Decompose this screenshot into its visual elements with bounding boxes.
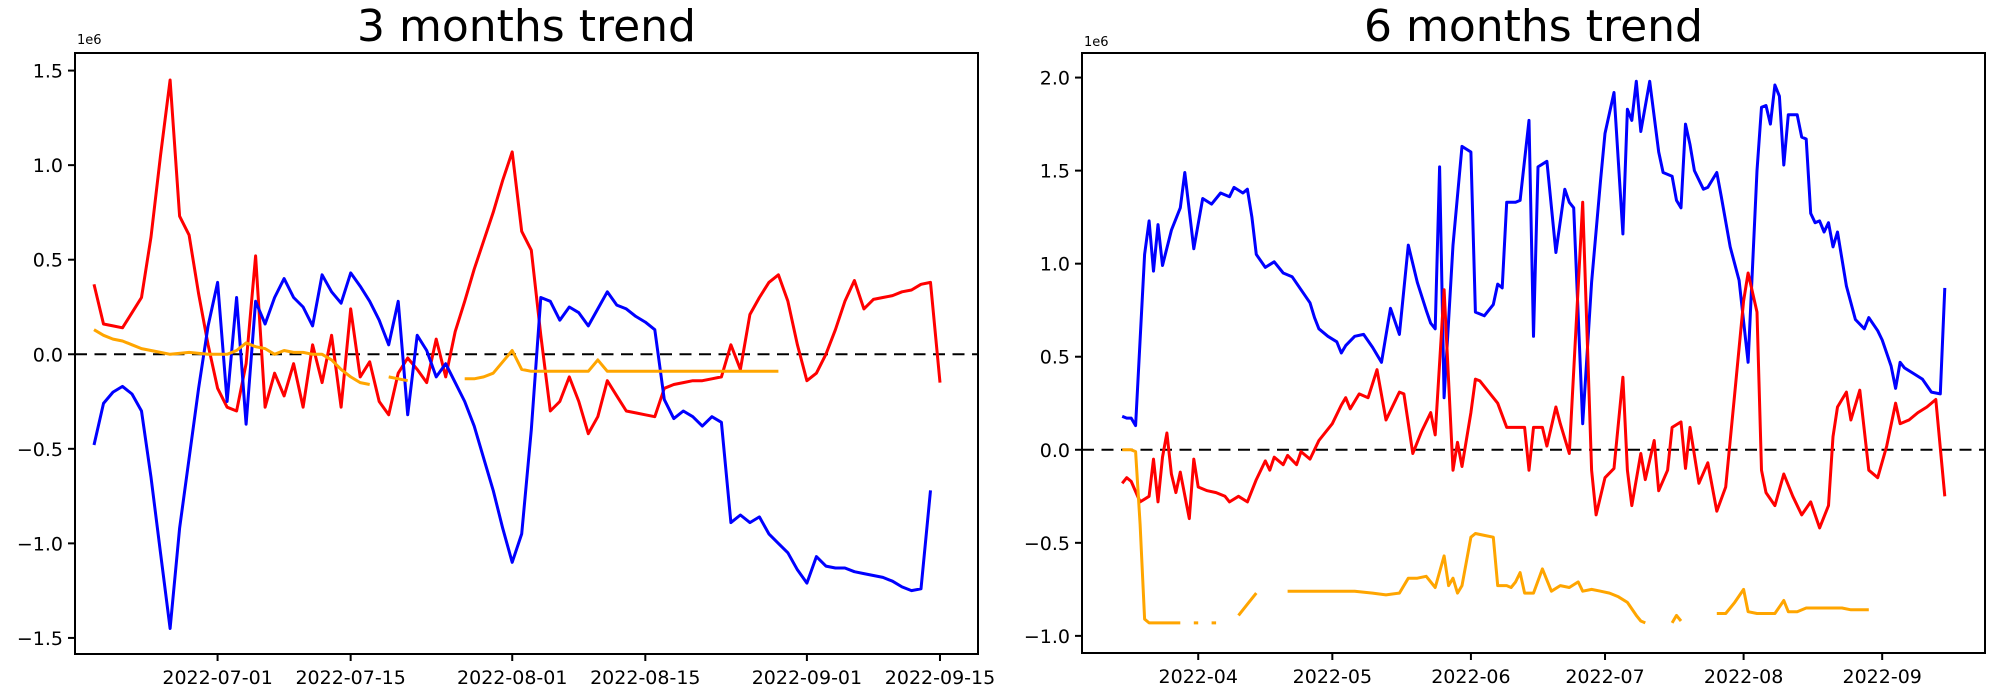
right-chart-title: 6 months trend: [1364, 1, 1703, 52]
y-tick-label: 0.0: [1040, 440, 1070, 462]
x-tick-label: 2022-08-15: [590, 667, 700, 689]
left-chart-title: 3 months trend: [357, 1, 696, 52]
x-tick-label: 2022-09-01: [752, 667, 862, 689]
y-tick-label: −0.5: [17, 439, 63, 461]
x-tick-label: 2022-08-01: [457, 667, 567, 689]
y-tick-label: 1.0: [1040, 254, 1070, 276]
y-tick-label: 0.5: [1040, 347, 1070, 369]
y-tick-label: −1.5: [17, 628, 63, 650]
y-tick-label: −0.5: [1024, 533, 1070, 555]
orange-line: [1122, 448, 1869, 625]
y-tick-label: 0.5: [33, 250, 63, 272]
y-tick-label: −1.0: [1024, 626, 1070, 648]
x-tick-label: 2022-06: [1431, 666, 1510, 688]
orange-line: [93, 328, 779, 386]
x-tick-label: 2022-07-01: [162, 667, 272, 689]
blue-line: [1121, 79, 1947, 428]
y-tick-label: 1.5: [33, 61, 63, 83]
y-tick-label: 2.0: [1040, 68, 1070, 90]
red-line: [92, 78, 942, 436]
x-tick-label: 2022-09: [1842, 666, 1921, 688]
x-tick-label: 2022-08: [1704, 666, 1783, 688]
blue-line: [92, 271, 932, 630]
y-tick-label: 1.5: [1040, 161, 1070, 183]
red-line: [1121, 200, 1947, 530]
x-tick-label: 2022-09-15: [885, 667, 995, 689]
x-tick-label: 2022-07-15: [295, 667, 405, 689]
left-y-axis-offset-label: 1e6: [77, 33, 102, 48]
axes-frame: [1081, 52, 1986, 654]
x-tick-label: 2022-04: [1159, 666, 1238, 688]
y-tick-label: −1.0: [17, 533, 63, 555]
x-tick-label: 2022-07: [1565, 666, 1644, 688]
y-tick-label: 0.0: [33, 344, 63, 366]
right-y-axis-offset-label: 1e6: [1084, 35, 1109, 50]
y-tick-label: 1.0: [33, 155, 63, 177]
x-tick-label: 2022-05: [1293, 666, 1372, 688]
